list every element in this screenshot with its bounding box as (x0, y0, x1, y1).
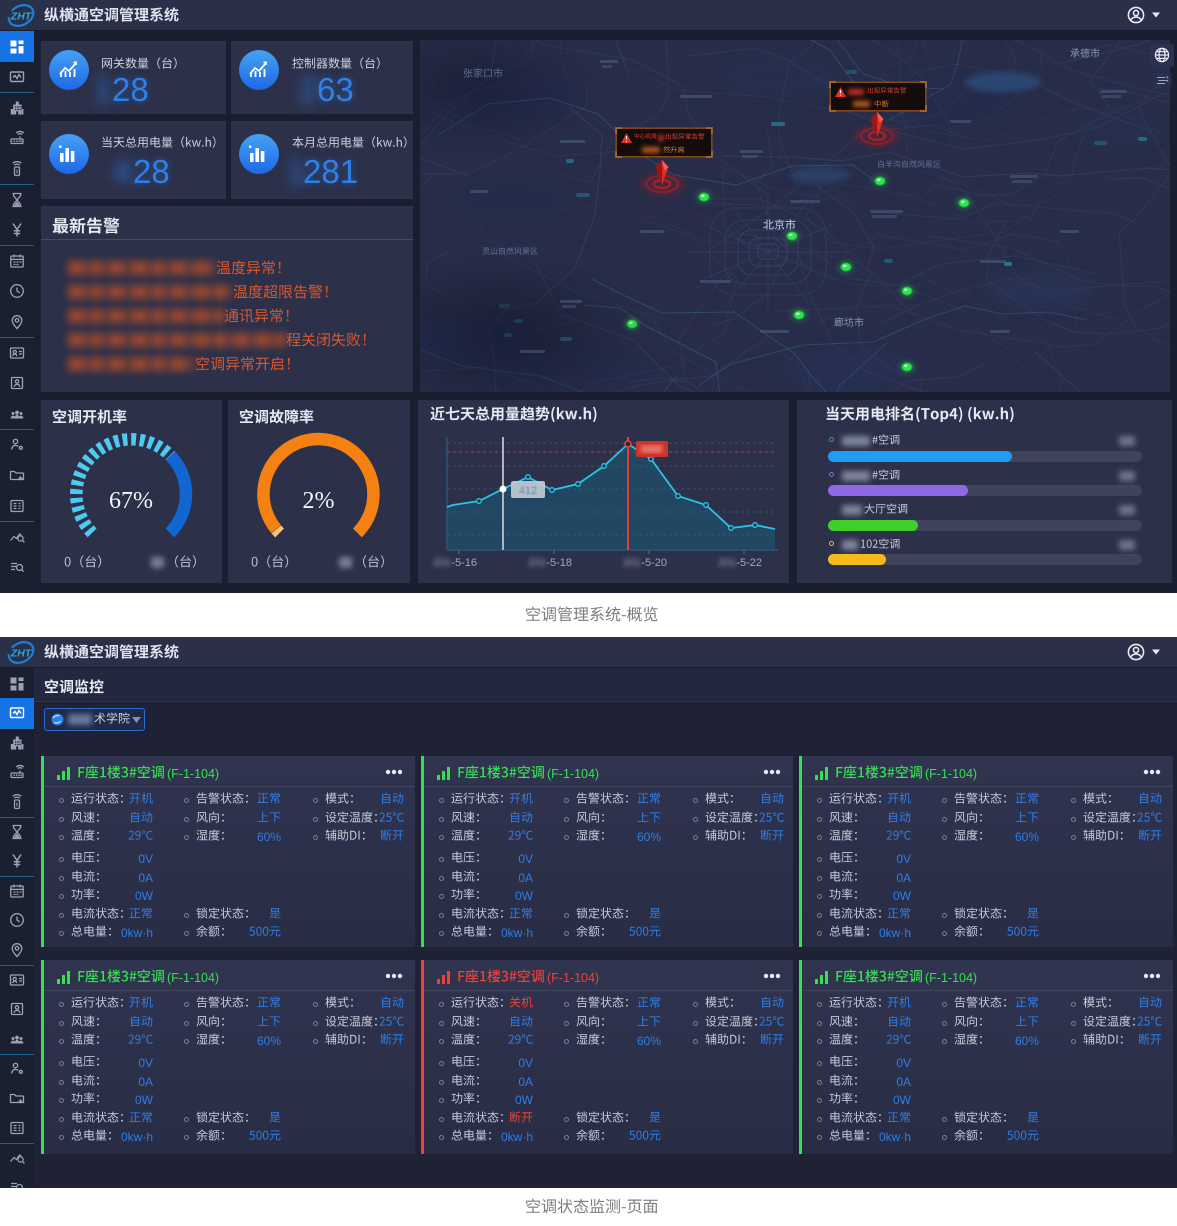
svg-text:67%: 67% (109, 488, 153, 514)
svg-text:412: 412 (519, 485, 537, 497)
svg-text:ZHT: ZHT (10, 11, 33, 23)
svg-text:ZHT: ZHT (10, 648, 33, 660)
svg-text:2%: 2% (303, 488, 335, 514)
